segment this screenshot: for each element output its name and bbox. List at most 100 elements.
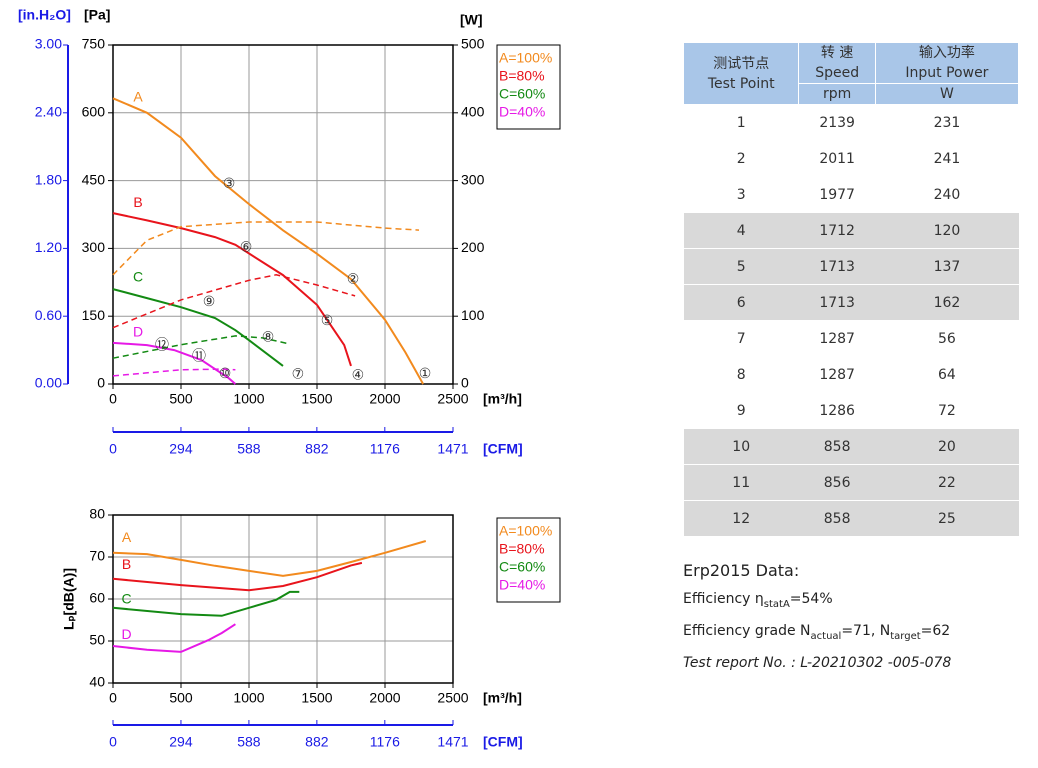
table-cell: 22 bbox=[875, 464, 1019, 501]
y3-tick-label: 1.20 bbox=[35, 239, 62, 255]
y3-tick-label: 0.60 bbox=[35, 307, 62, 323]
table-cell: 856 bbox=[798, 464, 876, 501]
y-tick-label: 300 bbox=[82, 239, 106, 255]
efficiency: Efficiency ηstatA=54% bbox=[683, 589, 951, 615]
header-text: Input Power bbox=[905, 65, 989, 81]
table-row: 9 1286 72 bbox=[683, 392, 1019, 429]
grade: Efficiency grade Nactual=71, Ntarget=62 bbox=[683, 621, 951, 647]
charts: 0 500 1000 1500 2000 2500 [m³/h]0 294 588 882 1176… bbox=[18, 7, 561, 750]
table-cell: 1712 bbox=[798, 212, 876, 249]
table-cell: 858 bbox=[798, 500, 876, 537]
x2-tick-label: 1176 bbox=[370, 734, 400, 750]
header-text: 测试节点 bbox=[713, 55, 770, 72]
series-line bbox=[112, 288, 284, 367]
curve-label: ⑦ bbox=[292, 366, 305, 382]
y3-tick-label: 1.80 bbox=[35, 171, 62, 187]
y-tick-label: 40 bbox=[89, 674, 105, 690]
series-line bbox=[112, 341, 237, 385]
x2-tick-label: 1471 bbox=[437, 734, 468, 750]
y2-tick-label: 200 bbox=[461, 239, 485, 255]
table-cell: 162 bbox=[875, 284, 1019, 321]
text: =54% bbox=[789, 591, 833, 607]
y3-tick-label: 0.00 bbox=[35, 375, 62, 391]
legend-entry: A=100% bbox=[499, 523, 552, 539]
table-cell: 1 bbox=[683, 104, 799, 141]
header-cell: 输入功率 Input Power bbox=[874, 42, 1020, 84]
subscript: target bbox=[890, 630, 921, 642]
table-row: 1 2139 231 bbox=[683, 104, 1019, 141]
curve-label: ⑥ bbox=[240, 239, 253, 255]
curve-label: A bbox=[133, 89, 143, 105]
table-cell: 12 bbox=[683, 500, 799, 537]
x-tick-label: 1000 bbox=[233, 391, 264, 407]
table-cell: 2011 bbox=[798, 140, 876, 177]
table-cell: 4 bbox=[683, 212, 799, 249]
table-cell: 3 bbox=[683, 176, 799, 213]
x-axis-label: [m³/h] bbox=[483, 690, 522, 706]
subscript: statA bbox=[763, 598, 790, 610]
table-cell: 1287 bbox=[798, 356, 876, 393]
series-line bbox=[112, 590, 300, 617]
x2-axis-label: [CFM] bbox=[483, 441, 523, 457]
curve-label: C bbox=[133, 268, 143, 284]
text: =71, N bbox=[841, 622, 891, 639]
table-cell: 1286 bbox=[798, 392, 876, 429]
curve-label: ⑧ bbox=[262, 329, 275, 345]
x-tick-label: 500 bbox=[169, 690, 193, 706]
y3-tick-label: 3.00 bbox=[35, 36, 62, 52]
x-tick-label: 2000 bbox=[369, 391, 400, 407]
curve-label: B bbox=[133, 194, 142, 210]
y-tick-label: 600 bbox=[82, 104, 106, 120]
table-row: 8 1287 64 bbox=[683, 356, 1019, 393]
series-line bbox=[112, 212, 352, 367]
y3-tick-label: 2.40 bbox=[35, 104, 62, 120]
table-cell: 2 bbox=[683, 140, 799, 177]
test-table: 测试节点 Test Point 转 速 Speed 输入功率 Input Power … bbox=[682, 42, 1020, 537]
notes-title: Erp2015 Data: bbox=[683, 561, 800, 580]
y2-tick-label: 0 bbox=[461, 375, 469, 391]
notes: Erp2015 Data: Efficiency ηstatA=54% Effi… bbox=[683, 560, 951, 680]
table-row: 6 1713 162 bbox=[683, 284, 1019, 321]
table-cell: 858 bbox=[798, 428, 876, 465]
plot-frame bbox=[112, 44, 454, 385]
text: Efficiency grade N bbox=[683, 622, 811, 639]
curve-label: ⑩ bbox=[219, 365, 232, 381]
table-row: 5 1713 137 bbox=[683, 248, 1019, 285]
legend-entry: D=40% bbox=[499, 577, 545, 593]
curve-label: ① bbox=[419, 365, 432, 381]
unit-cell: W bbox=[874, 83, 1020, 105]
y-tick-label: 0 bbox=[97, 375, 105, 391]
table-cell: 11 bbox=[683, 464, 799, 501]
curve-label: ④ bbox=[352, 367, 365, 383]
y-axis-label: [Pa] bbox=[84, 7, 110, 23]
legend-box bbox=[496, 517, 561, 603]
series-line bbox=[112, 97, 424, 385]
header-cell: 测试节点 Test Point bbox=[682, 42, 800, 105]
curve-label: ⑨ bbox=[203, 293, 216, 309]
x2-axis-label: [CFM] bbox=[483, 734, 523, 750]
table-body: 1 2139 231 2 2011 241 3 1977 240 4 1712 120 5 1713 137… bbox=[683, 104, 1019, 537]
series-line bbox=[112, 540, 427, 577]
series-line bbox=[112, 335, 290, 359]
curve-label: ③ bbox=[223, 175, 236, 191]
x2-tick-label: 0 bbox=[109, 734, 117, 750]
curve-label: ⑫ bbox=[155, 337, 169, 353]
x-tick-label: 500 bbox=[169, 391, 193, 407]
x2-tick-label: 1176 bbox=[370, 441, 400, 457]
x-tick-label: 2000 bbox=[369, 690, 400, 706]
table-cell: 72 bbox=[875, 392, 1019, 429]
table-row: 10 858 20 bbox=[683, 428, 1019, 465]
y-tick-label: 80 bbox=[89, 506, 105, 522]
y2-tick-label: 400 bbox=[461, 104, 485, 120]
curve-label: ⑪ bbox=[192, 348, 206, 364]
x-tick-label: 1000 bbox=[233, 690, 264, 706]
curve-label: ② bbox=[347, 271, 360, 287]
x-tick-label: 1500 bbox=[301, 391, 332, 407]
curve-label: B bbox=[122, 556, 131, 572]
table-cell: 6 bbox=[683, 284, 799, 321]
y-tick-label: 50 bbox=[89, 632, 105, 648]
x2-tick-label: 1471 bbox=[437, 441, 468, 457]
x2-tick-label: 588 bbox=[237, 441, 261, 457]
text: Efficiency η bbox=[683, 591, 764, 607]
